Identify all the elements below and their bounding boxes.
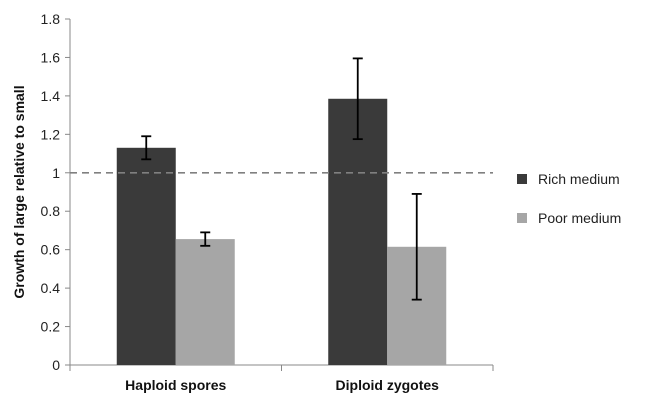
y-tick-label: 0 [52, 357, 60, 373]
x-axis [70, 365, 493, 371]
legend-swatch [517, 174, 527, 184]
legend-label: Poor medium [538, 210, 621, 226]
y-tick-label: 1.8 [41, 11, 61, 27]
bar-poor-0 [176, 239, 235, 365]
bar-rich-0 [117, 148, 176, 365]
y-tick-label: 1 [52, 165, 60, 181]
y-tick-label: 0.2 [41, 319, 61, 335]
y-tick-label: 0.6 [41, 242, 61, 258]
y-tick-label: 1.4 [41, 88, 61, 104]
category-label: Diploid zygotes [336, 377, 440, 393]
legend-swatch [517, 213, 527, 223]
y-tick-label: 0.8 [41, 203, 61, 219]
y-tick-label: 1.2 [41, 126, 61, 142]
category-label: Haploid spores [125, 377, 226, 393]
y-tick-label: 0.4 [41, 280, 61, 296]
y-tick-label: 1.6 [41, 49, 61, 65]
y-axis-label: Growth of large relative to small [11, 85, 27, 298]
y-axis: 0 0.2 0.4 0.6 0.8 1 1.2 1.4 1.6 1.8 [41, 11, 70, 373]
legend-label: Rich medium [538, 171, 620, 187]
